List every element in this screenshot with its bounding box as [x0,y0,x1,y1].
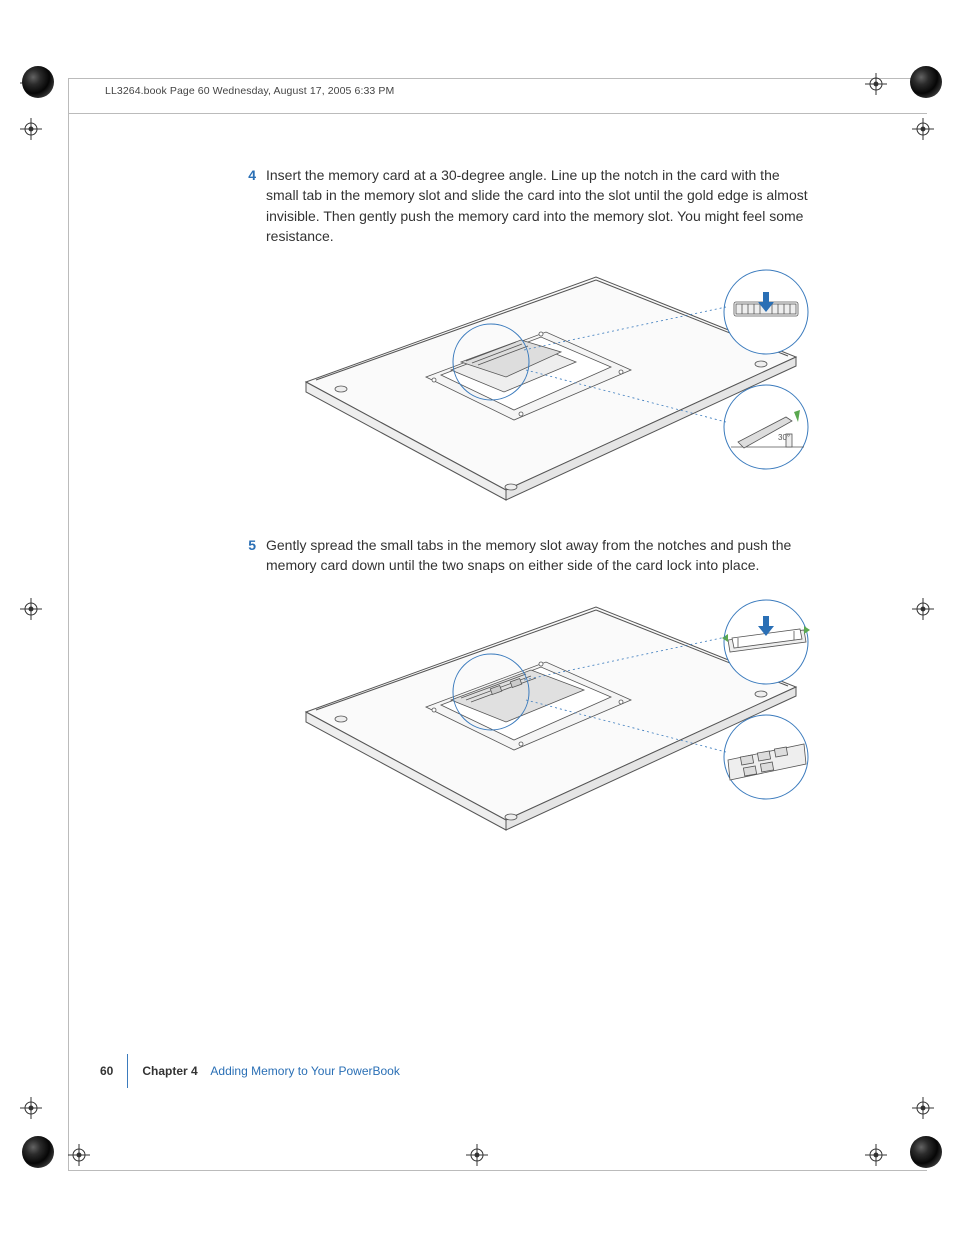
step-text: Gently spread the small tabs in the memo… [266,535,814,576]
corner-ornament-icon [910,66,942,98]
corner-ornament-icon [22,66,54,98]
step-number: 4 [244,165,256,246]
running-header: LL3264.book Page 60 Wednesday, August 17… [105,85,394,97]
registration-mark-icon [865,73,887,95]
figure-insert-memory: 30° [266,262,814,507]
step-4: 4 Insert the memory card at a 30-degree … [244,165,814,246]
registration-mark-icon [865,1144,887,1166]
step-5: 5 Gently spread the small tabs in the me… [244,535,814,576]
corner-ornament-icon [22,1136,54,1168]
registration-mark-icon [20,598,42,620]
registration-mark-icon [912,1097,934,1119]
svg-text:30°: 30° [778,433,790,442]
page: LL3264.book Page 60 Wednesday, August 17… [0,0,954,1235]
registration-mark-icon [912,598,934,620]
registration-mark-icon [912,118,934,140]
registration-mark-icon [20,118,42,140]
footer-divider [127,1054,128,1088]
registration-mark-icon [466,1144,488,1166]
step-text: Insert the memory card at a 30-degree an… [266,165,814,246]
content-block: 4 Insert the memory card at a 30-degree … [244,165,814,865]
header-rule [68,113,927,114]
chapter-label: Chapter 4 [142,1064,197,1078]
figure-press-memory [266,592,814,837]
corner-ornament-icon [910,1136,942,1168]
registration-mark-icon [68,1144,90,1166]
step-number: 5 [244,535,256,576]
chapter-title: Adding Memory to Your PowerBook [210,1064,399,1078]
registration-mark-icon [20,1097,42,1119]
page-number: 60 [100,1064,113,1078]
page-footer: 60 Chapter 4 Adding Memory to Your Power… [100,1054,400,1088]
